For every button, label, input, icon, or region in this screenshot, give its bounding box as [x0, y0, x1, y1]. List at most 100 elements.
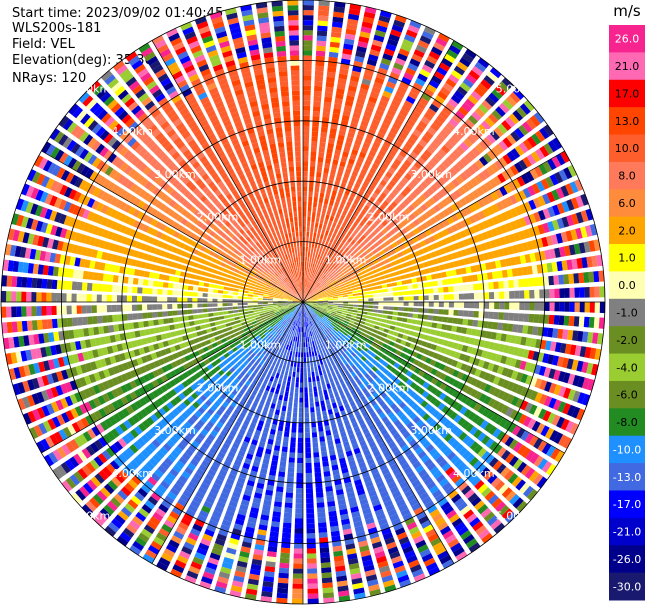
velocity-cell	[342, 306, 349, 309]
velocity-cell	[338, 281, 345, 286]
velocity-cell	[332, 113, 340, 120]
velocity-cell	[409, 343, 416, 350]
velocity-cell	[304, 317, 306, 323]
velocity-cell	[446, 216, 455, 225]
velocity-cell	[361, 251, 368, 257]
velocity-cell	[316, 254, 321, 260]
velocity-cell	[411, 403, 419, 411]
velocity-cell	[323, 597, 335, 604]
velocity-cell	[407, 399, 416, 408]
velocity-cell	[451, 178, 460, 188]
velocity-cell	[360, 549, 371, 558]
velocity-cell	[300, 377, 303, 383]
velocity-cell	[279, 352, 284, 359]
velocity-cell	[370, 223, 377, 230]
velocity-cell	[340, 431, 347, 438]
velocity-cell	[205, 473, 214, 482]
velocity-cell	[318, 314, 323, 319]
velocity-cell	[317, 243, 321, 250]
velocity-cell	[294, 304, 299, 308]
velocity-cell	[333, 433, 340, 440]
velocity-cell	[303, 291, 304, 297]
velocity-cell	[220, 566, 232, 575]
velocity-cell	[588, 317, 595, 328]
velocity-cell	[125, 523, 138, 535]
velocity-cell	[350, 271, 357, 277]
velocity-cell	[412, 82, 423, 91]
velocity-cell	[464, 489, 475, 499]
velocity-cell	[523, 99, 535, 112]
velocity-cell	[306, 321, 309, 327]
velocity-cell	[295, 326, 298, 332]
velocity-cell	[377, 67, 388, 76]
velocity-cell	[197, 348, 205, 355]
velocity-cell	[257, 330, 263, 335]
velocity-cell	[299, 332, 302, 338]
velocity-cell	[340, 58, 351, 65]
velocity-cell	[231, 346, 238, 353]
velocity-cell	[500, 466, 511, 478]
velocity-cell	[525, 375, 533, 386]
velocity-cell	[388, 297, 394, 301]
velocity-cell	[551, 261, 558, 272]
velocity-cell	[535, 130, 546, 142]
velocity-cell	[259, 325, 266, 330]
velocity-cell	[246, 356, 253, 362]
velocity-cell	[269, 329, 275, 335]
velocity-cell	[308, 191, 313, 197]
velocity-cell	[169, 487, 180, 497]
velocity-cell	[383, 158, 392, 166]
velocity-cell	[395, 398, 403, 406]
velocity-cell	[313, 90, 322, 97]
velocity-cell	[476, 463, 487, 474]
velocity-cell	[258, 441, 266, 448]
velocity-cell	[455, 110, 466, 120]
velocity-cell	[288, 345, 292, 351]
velocity-cell	[356, 379, 363, 386]
velocity-cell	[339, 283, 346, 287]
velocity-cell	[358, 151, 367, 159]
velocity-cell	[156, 421, 165, 430]
velocity-cell	[487, 473, 498, 485]
velocity-cell	[473, 127, 484, 138]
velocity-cell	[396, 113, 406, 122]
velocity-cell	[307, 303, 313, 305]
velocity-cell	[415, 326, 422, 332]
velocity-cell	[412, 128, 422, 138]
velocity-cell	[570, 197, 580, 210]
velocity-cell	[350, 337, 356, 343]
velocity-cell	[515, 371, 524, 382]
velocity-cell	[505, 167, 515, 178]
velocity-cell	[317, 306, 323, 309]
velocity-cell	[206, 420, 215, 429]
velocity-cell	[147, 545, 160, 555]
velocity-cell	[382, 269, 389, 275]
velocity-cell	[52, 467, 63, 480]
velocity-cell	[581, 393, 591, 406]
velocity-cell	[493, 522, 506, 534]
velocity-cell	[93, 410, 103, 421]
velocity-cell	[196, 547, 208, 556]
velocity-cell	[187, 395, 195, 404]
velocity-cell	[311, 126, 319, 132]
velocity-cell	[325, 490, 334, 497]
velocity-cell	[557, 371, 566, 382]
velocity-cell	[326, 345, 331, 351]
velocity-cell	[360, 423, 367, 430]
velocity-cell	[508, 439, 519, 450]
velocity-cell	[321, 451, 328, 457]
velocity-cell	[303, 35, 313, 41]
velocity-cell	[294, 326, 297, 332]
velocity-cell	[303, 15, 314, 21]
velocity-cell	[287, 317, 292, 323]
velocity-cell	[315, 291, 321, 295]
velocity-cell	[418, 97, 429, 106]
velocity-cell	[323, 167, 330, 174]
velocity-cell	[447, 387, 456, 396]
velocity-cell	[310, 308, 315, 312]
velocity-cell	[431, 322, 438, 329]
velocity-cell	[292, 588, 303, 594]
velocity-cell	[303, 156, 309, 162]
velocity-cell	[65, 477, 77, 489]
velocity-cell	[415, 124, 425, 134]
